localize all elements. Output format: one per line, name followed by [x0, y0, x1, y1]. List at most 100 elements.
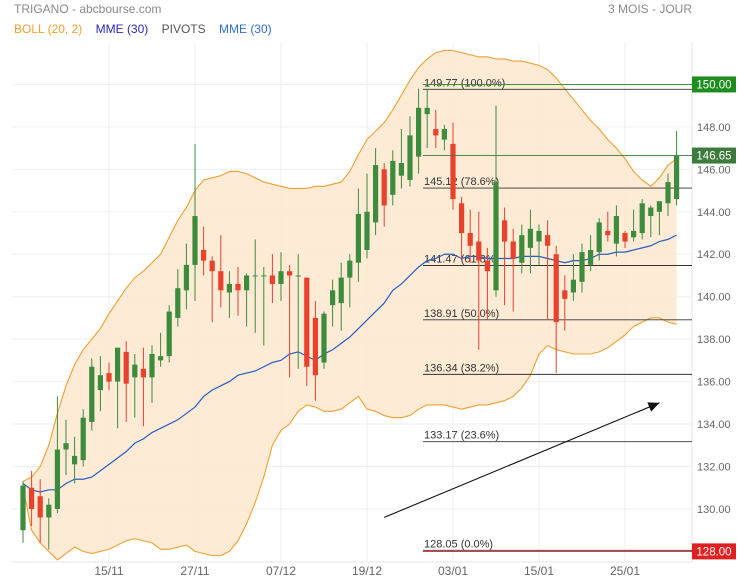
- candle-body: [295, 275, 301, 277]
- candle-body: [261, 275, 267, 277]
- candle-body: [226, 283, 232, 293]
- candle-body: [46, 504, 52, 518]
- chart-period: 3 MOIS - JOUR: [607, 2, 692, 16]
- candle-body: [484, 260, 490, 272]
- candle-body: [54, 449, 60, 509]
- price-badge: [692, 543, 736, 560]
- legend-item-pivots[interactable]: PIVOTS: [161, 22, 206, 36]
- candle-body: [364, 211, 370, 250]
- candle-body: [175, 288, 181, 318]
- y-tick-label: 146.00: [697, 164, 731, 176]
- fib-label: 128.05 (0.0%): [424, 538, 493, 550]
- candle-body: [72, 455, 78, 465]
- candle-body: [355, 213, 361, 263]
- x-tick-label: 15/01: [524, 564, 554, 578]
- candle-body: [330, 290, 336, 306]
- y-tick-label: 144.00: [697, 207, 731, 219]
- y-tick-label: 138.00: [697, 334, 731, 346]
- candle-body: [192, 216, 198, 265]
- candle-body: [476, 241, 482, 261]
- price-badge: [692, 147, 736, 164]
- candle-body: [218, 271, 224, 291]
- chart-title: TRIGANO - abcbourse.com: [14, 2, 162, 16]
- chart-legend: BOLL (20, 2) MME (30) PIVOTS MME (30): [14, 22, 282, 36]
- fib-label: 138.91 (50.0%): [424, 308, 499, 320]
- candle-body: [166, 311, 172, 357]
- candle-body: [424, 107, 430, 115]
- bollinger-lower-line: [22, 317, 677, 561]
- fib-label: 145.12 (78.6%): [424, 176, 499, 188]
- candle-body: [519, 235, 525, 263]
- candle-body: [648, 207, 654, 217]
- mme-line: [22, 234, 677, 493]
- candle-body: [570, 279, 576, 293]
- trend-arrow-head: [647, 402, 660, 412]
- candle-body: [459, 203, 465, 234]
- candle-body: [252, 275, 258, 277]
- candle-body: [373, 165, 379, 223]
- bollinger-upper-line: [22, 49, 677, 482]
- y-tick-label: 134.00: [697, 419, 731, 431]
- legend-item-mme-2[interactable]: MME (30): [218, 22, 272, 36]
- price-badge-label: 150.00: [696, 79, 731, 91]
- candle-body: [63, 443, 69, 450]
- candle-body: [639, 203, 645, 234]
- candle-body: [269, 275, 275, 284]
- candle-body: [29, 487, 35, 509]
- y-tick-label: 140.00: [697, 292, 731, 304]
- y-tick-label: 148.00: [697, 122, 731, 134]
- candle-body: [140, 368, 146, 378]
- x-tick-label: 27/11: [180, 564, 209, 578]
- candle-body: [656, 201, 662, 212]
- candle-body: [312, 317, 318, 376]
- price-badge-label: 128.00: [696, 546, 731, 558]
- candle-body: [123, 351, 129, 384]
- candle-body: [132, 364, 138, 378]
- candle-body: [321, 313, 327, 363]
- y-tick-label: 136.00: [697, 377, 731, 389]
- candle-body: [304, 277, 310, 367]
- candle-body: [115, 347, 121, 382]
- candle-body: [158, 356, 164, 361]
- x-tick-label: 03/01: [438, 564, 468, 578]
- x-tick-label: 25/01: [610, 564, 640, 578]
- fib-label: 149.77 (100.0%): [424, 77, 505, 89]
- x-tick-label: 19/12: [352, 564, 382, 578]
- candle-body: [201, 250, 207, 261]
- y-tick-label: 132.00: [697, 461, 731, 473]
- candle-body: [674, 155, 680, 200]
- candle-body: [467, 233, 473, 246]
- candle-body: [80, 417, 86, 461]
- candle-body: [631, 230, 637, 238]
- price-badge-label: 146.65: [696, 151, 731, 163]
- candle-body: [37, 496, 43, 518]
- candle-body: [416, 107, 422, 157]
- x-tick-label: 15/11: [94, 564, 123, 578]
- candle-body: [605, 230, 611, 236]
- y-tick-label: 130.00: [697, 504, 731, 516]
- candle-body: [287, 271, 293, 276]
- candle-body: [450, 143, 456, 200]
- candle-body: [97, 375, 103, 391]
- candle-body: [579, 252, 585, 282]
- candle-body: [433, 129, 439, 136]
- candle-body: [390, 160, 396, 195]
- price-badge: [692, 76, 736, 93]
- candle-body: [381, 169, 387, 206]
- trend-arrow-line: [383, 402, 660, 518]
- fib-label: 136.34 (38.2%): [424, 362, 499, 374]
- candle-body: [527, 228, 533, 248]
- legend-item-mme[interactable]: MME (30): [95, 22, 149, 36]
- legend-item-boll[interactable]: BOLL (20, 2): [14, 22, 83, 36]
- x-tick-label: 07/12: [266, 564, 296, 578]
- candle-body: [553, 254, 559, 323]
- candle-body: [347, 260, 353, 278]
- candle-body: [596, 222, 602, 253]
- candle-body: [588, 250, 594, 265]
- candle-body: [89, 366, 95, 422]
- candle-body: [665, 182, 671, 204]
- candle-body: [20, 485, 26, 531]
- candle-body: [398, 162, 404, 176]
- candle-body: [149, 354, 155, 378]
